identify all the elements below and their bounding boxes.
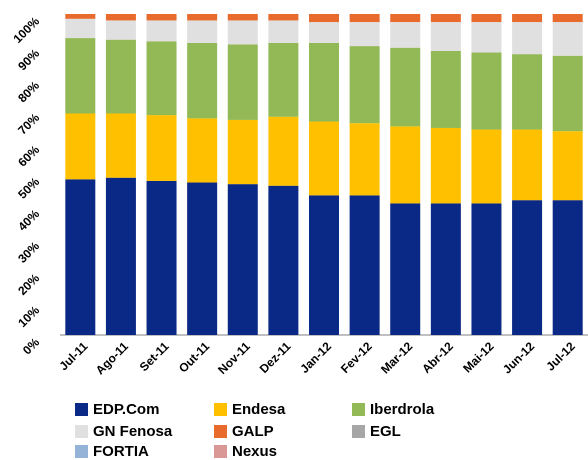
bar-segment-gn-fenosa-jul-11	[65, 18, 96, 39]
bar-segment-gn-fenosa-jul-12	[552, 22, 583, 56]
bar-segment-iberdrola-ago-11	[105, 39, 136, 114]
bar-segment-galp-jul-12	[552, 14, 583, 23]
bar-segment-endesa-jun-12	[512, 129, 543, 201]
x-tick-labels: Jul-11 Ago-11 Set-11 Out-11 Nov-11 Dez-11 Jan-…	[56, 339, 578, 377]
bar-segment-galp-abr-12	[430, 14, 461, 23]
bar-segment-edp-com-jun-12	[512, 200, 543, 335]
bar-segment-iberdrola-jun-12	[512, 54, 543, 130]
bar-segment-endesa-out-11	[187, 118, 218, 183]
bar-segment-endesa-set-11	[146, 115, 177, 181]
bar-segment-edp-com-dez-11	[268, 185, 299, 335]
y-tick-label: 80%	[15, 78, 42, 105]
bar-segment-gn-fenosa-jun-12	[512, 22, 543, 55]
y-tick-labels: 0% 10% 20% 30% 40% 50% 60% 70% 80% 90%100%	[11, 14, 43, 357]
x-tick-label: Mai-12	[460, 339, 497, 376]
x-tick-label: Jun-12	[500, 339, 537, 376]
bar-segment-endesa-nov-11	[227, 119, 258, 185]
bar-segment-iberdrola-abr-12	[430, 50, 461, 128]
bar-segment-galp-nov-11	[227, 14, 258, 21]
bar-segment-iberdrola-mar-12	[390, 47, 421, 127]
bar-segment-galp-jul-11	[65, 14, 96, 19]
bar-segment-endesa-fev-12	[349, 123, 380, 196]
x-tick-label: Out-11	[176, 339, 213, 376]
bar-segment-gn-fenosa-set-11	[146, 20, 177, 42]
bar-segment-edp-com-out-11	[187, 182, 218, 335]
y-tick-label: 50%	[15, 174, 42, 201]
bar-segment-endesa-jul-11	[65, 113, 96, 180]
bar-segment-edp-com-fev-12	[349, 195, 380, 335]
bar-segment-iberdrola-jul-11	[65, 38, 96, 114]
x-tick-label: Nov-11	[215, 339, 253, 377]
bar-segment-galp-jun-12	[512, 14, 543, 23]
bar-segment-endesa-ago-11	[105, 113, 136, 178]
y-tick-label: 60%	[15, 142, 42, 169]
y-tick-label: 100%	[11, 14, 43, 46]
bar-segment-edp-com-nov-11	[227, 184, 258, 335]
bar-segment-galp-dez-11	[268, 14, 299, 21]
bar-segment-gn-fenosa-mar-12	[390, 22, 421, 48]
bar-segment-edp-com-set-11	[146, 180, 177, 335]
bar-segment-edp-com-jan-12	[309, 195, 339, 335]
x-tick-label: Jul-11	[56, 339, 90, 373]
x-tick-label: Jul-12	[543, 339, 578, 374]
bar-segment-edp-com-mar-12	[390, 203, 421, 335]
bar-segment-gn-fenosa-mai-12	[471, 22, 502, 53]
bar-segment-gn-fenosa-fev-12	[349, 22, 380, 47]
bar-segment-edp-com-jul-12	[552, 200, 583, 335]
bar-segment-iberdrola-dez-11	[268, 42, 299, 117]
bar-segment-iberdrola-jul-12	[552, 55, 583, 132]
bar-segment-gn-fenosa-nov-11	[227, 20, 258, 45]
bar-segment-gn-fenosa-ago-11	[105, 20, 136, 40]
x-tick-label: Mar-12	[378, 339, 415, 376]
y-tick-label: 20%	[15, 271, 42, 298]
bar-segment-gn-fenosa-abr-12	[430, 22, 461, 51]
bar-segment-edp-com-jul-11	[65, 179, 96, 335]
y-tick-label: 0%	[20, 335, 42, 357]
y-tick-label: 90%	[15, 46, 42, 73]
bar-segment-galp-jan-12	[309, 14, 339, 23]
bar-segment-iberdrola-fev-12	[349, 46, 380, 124]
bars-layer	[65, 14, 583, 335]
y-tick-label: 30%	[15, 239, 42, 266]
bar-segment-galp-mar-12	[390, 14, 421, 23]
bar-segment-iberdrola-set-11	[146, 41, 177, 116]
bar-segment-edp-com-ago-11	[105, 177, 136, 335]
bar-segment-endesa-dez-11	[268, 116, 299, 186]
bar-segment-gn-fenosa-jan-12	[309, 22, 339, 43]
bar-segment-endesa-jan-12	[309, 121, 339, 196]
x-tick-label: Ago-11	[93, 339, 131, 377]
bar-segment-endesa-mar-12	[390, 126, 421, 204]
x-tick-label: Abr-12	[419, 339, 456, 376]
x-tick-label: Dez-11	[257, 339, 294, 376]
x-tick-label: Jan-12	[297, 339, 334, 376]
y-tick-label: 70%	[15, 110, 42, 137]
x-tick-label: Fev-12	[338, 339, 375, 376]
bar-segment-galp-mai-12	[471, 14, 502, 23]
x-tick-label: Set-11	[137, 339, 172, 374]
bar-segment-galp-out-11	[187, 14, 218, 21]
bar-segment-endesa-abr-12	[430, 127, 461, 204]
bar-segment-edp-com-mai-12	[471, 203, 502, 335]
bar-segment-galp-fev-12	[349, 14, 380, 23]
bar-segment-iberdrola-jan-12	[309, 42, 339, 122]
bar-segment-gn-fenosa-out-11	[187, 20, 218, 43]
bar-segment-iberdrola-out-11	[187, 42, 218, 119]
y-tick-label: 10%	[15, 303, 42, 330]
bar-segment-iberdrola-mai-12	[471, 52, 502, 130]
bar-segment-edp-com-abr-12	[430, 203, 461, 335]
bar-segment-galp-ago-11	[105, 14, 136, 21]
bar-segment-iberdrola-nov-11	[227, 44, 258, 120]
bar-segment-endesa-jul-12	[552, 131, 583, 201]
y-tick-label: 40%	[15, 207, 42, 234]
bar-segment-galp-set-11	[146, 14, 177, 21]
bar-segment-endesa-mai-12	[471, 129, 502, 204]
bar-segment-gn-fenosa-dez-11	[268, 20, 299, 43]
